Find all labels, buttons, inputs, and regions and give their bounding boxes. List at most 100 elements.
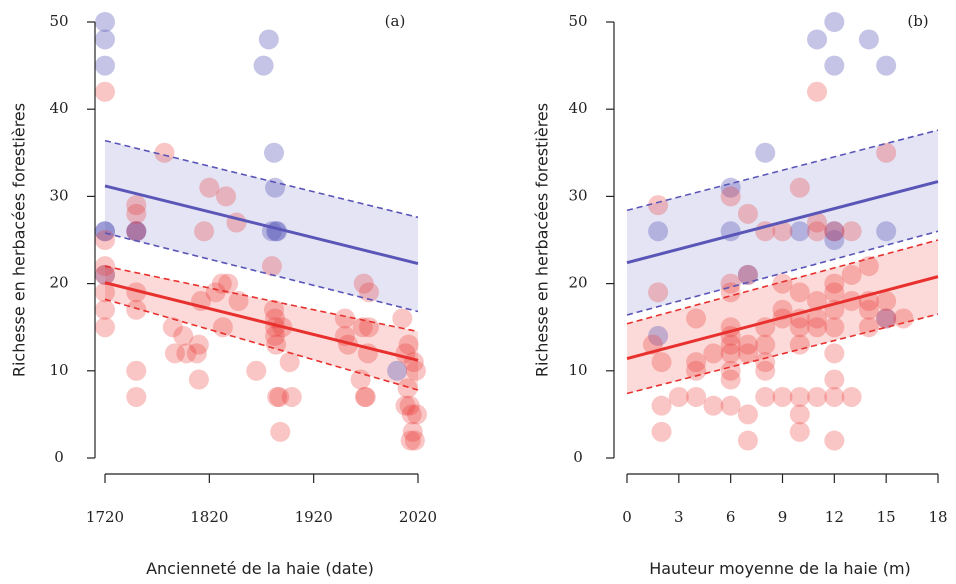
data-point-s1-10 [126, 282, 147, 303]
data-point-s1-14 [154, 142, 175, 163]
data-point-s1-18 [176, 343, 197, 364]
data-point-s1-13 [720, 186, 741, 207]
data-point-s0-12 [265, 177, 286, 198]
data-point-s1-63 [824, 430, 845, 451]
data-point-s0-0 [95, 12, 115, 32]
data-point-s1-23 [737, 203, 758, 224]
data-point-s0-8 [824, 55, 845, 76]
data-point-s1-19 [720, 343, 741, 364]
data-point-s0-12 [876, 55, 897, 76]
y-tick-label-1: 10 [49, 361, 68, 379]
ci-lower-line-0 [626, 230, 939, 316]
data-point-s1-71 [858, 317, 879, 338]
ci-upper-line-1 [626, 239, 939, 325]
data-point-s1-28 [216, 186, 237, 207]
data-point-s1-50 [807, 221, 828, 242]
data-point-s1-54 [358, 282, 379, 303]
data-point-s0-8 [253, 55, 274, 76]
data-point-s1-22 [720, 395, 741, 416]
y-tick-label-3: 30 [49, 186, 68, 204]
data-point-s1-43 [279, 352, 300, 373]
x-tick-label-2: 1920 [295, 508, 333, 526]
data-point-s1-12 [126, 360, 147, 381]
ci-upper-line-0 [104, 139, 419, 219]
data-point-s0-5 [755, 142, 776, 163]
data-point-s1-50 [353, 273, 374, 294]
data-point-s1-6 [668, 386, 689, 407]
data-point-s0-9 [824, 221, 845, 242]
data-point-s1-7 [126, 195, 147, 216]
x-tick-label-0: 0 [622, 508, 632, 526]
data-point-s0-3 [95, 221, 115, 242]
data-point-s1-60 [398, 334, 419, 355]
data-point-s1-28 [737, 430, 758, 451]
fit-line-1 [104, 281, 419, 362]
data-point-s0-15 [387, 360, 408, 381]
x-axis-title: Ancienneté de la haie (date) [146, 559, 374, 578]
data-point-s0-14 [876, 308, 897, 329]
data-point-s1-47 [789, 421, 810, 442]
data-point-s1-49 [807, 212, 828, 233]
data-point-s1-39 [772, 386, 793, 407]
data-point-s1-43 [789, 317, 810, 338]
data-point-s1-40 [789, 177, 810, 198]
y-axis-title: Richesse en herbacées forestières [533, 103, 552, 377]
data-point-s1-45 [789, 386, 810, 407]
data-point-s1-72 [876, 142, 897, 163]
data-point-s0-10 [824, 230, 845, 250]
data-point-s1-46 [789, 404, 810, 425]
data-point-s1-27 [737, 404, 758, 425]
data-point-s1-45 [334, 308, 355, 329]
ci-lower-line-1 [626, 313, 939, 395]
data-point-s1-48 [350, 369, 371, 390]
data-point-s1-64 [402, 421, 423, 442]
ci-lower-line-1 [104, 298, 419, 391]
data-point-s1-41 [789, 282, 810, 303]
y-tick-label-0: 0 [54, 448, 64, 466]
x-tick-label-2: 6 [726, 508, 736, 526]
x-tick-label-0: 1720 [86, 508, 124, 526]
panel-label: (b) [907, 12, 928, 30]
x-tick-label-6: 18 [928, 508, 947, 526]
data-point-s1-39 [267, 386, 288, 407]
data-point-s1-68 [858, 256, 879, 277]
data-point-s1-75 [893, 308, 914, 329]
data-point-s1-74 [876, 308, 897, 329]
x-tick-label-1: 1820 [190, 508, 228, 526]
panel-label: (a) [385, 12, 406, 30]
data-point-s1-19 [186, 343, 207, 364]
data-point-s0-4 [737, 264, 758, 285]
y-tick-label-4: 40 [49, 99, 68, 117]
data-point-s1-56 [824, 273, 845, 294]
data-point-s1-37 [265, 325, 286, 346]
ci-band-1 [105, 266, 418, 390]
data-point-s1-20 [188, 369, 209, 390]
data-point-s1-32 [246, 360, 267, 381]
data-point-s1-40 [269, 386, 290, 407]
data-point-s1-26 [737, 343, 758, 364]
data-point-s1-60 [824, 343, 845, 364]
data-point-s1-21 [188, 334, 209, 355]
data-point-s1-9 [686, 360, 707, 381]
fit-line-0 [626, 180, 939, 265]
data-point-s1-66 [841, 291, 862, 312]
fit-line-0 [104, 184, 419, 265]
data-point-s0-1 [648, 325, 669, 346]
data-point-s1-1 [648, 282, 669, 303]
data-point-s0-2 [95, 55, 115, 76]
data-point-s1-10 [686, 386, 707, 407]
data-point-s1-68 [406, 404, 427, 425]
data-point-s1-35 [772, 221, 793, 242]
data-point-s1-33 [755, 360, 776, 381]
fit-line-1 [626, 275, 939, 361]
data-point-s1-52 [355, 386, 376, 407]
ci-upper-line-1 [104, 265, 419, 333]
data-point-s1-64 [841, 221, 862, 242]
data-point-s1-12 [703, 343, 724, 364]
y-tick-label-4: 40 [568, 99, 587, 117]
data-point-s1-29 [218, 273, 239, 294]
data-point-s1-48 [807, 81, 828, 102]
data-point-s1-34 [755, 386, 776, 407]
data-point-s1-11 [703, 395, 724, 416]
